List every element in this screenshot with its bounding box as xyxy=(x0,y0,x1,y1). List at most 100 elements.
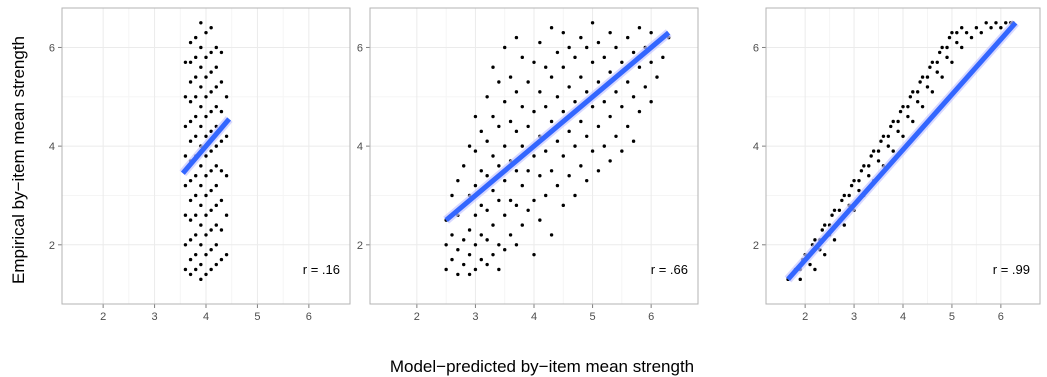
data-point xyxy=(945,55,949,60)
data-point xyxy=(573,55,577,60)
data-point xyxy=(832,238,837,242)
data-point xyxy=(631,95,636,99)
x-tick-label: 3 xyxy=(851,311,857,323)
data-point xyxy=(503,144,507,148)
data-point xyxy=(219,109,224,114)
data-point xyxy=(188,80,193,84)
data-point xyxy=(920,104,925,109)
x-tick-label: 3 xyxy=(152,311,158,323)
data-point xyxy=(209,248,213,252)
data-point xyxy=(979,30,983,35)
data-point xyxy=(585,90,589,94)
data-point xyxy=(514,129,519,134)
data-point xyxy=(183,183,188,188)
data-point xyxy=(188,119,193,124)
data-point xyxy=(935,70,939,74)
data-point xyxy=(561,154,565,158)
y-tick-label: 2 xyxy=(357,240,363,252)
data-point xyxy=(520,55,524,60)
data-point xyxy=(561,30,565,35)
data-point xyxy=(596,80,601,84)
data-point xyxy=(526,124,530,129)
data-point xyxy=(479,233,483,237)
data-point xyxy=(188,60,193,64)
data-point xyxy=(842,223,846,227)
data-point xyxy=(219,169,224,173)
data-point xyxy=(473,243,478,247)
data-point xyxy=(915,100,920,104)
data-point xyxy=(567,85,571,89)
data-point xyxy=(224,174,229,178)
data-point xyxy=(194,134,198,138)
data-point xyxy=(209,169,213,173)
x-tick-label: 5 xyxy=(254,311,260,323)
data-point xyxy=(920,75,925,79)
data-point xyxy=(532,109,536,114)
data-point xyxy=(928,65,932,69)
data-point xyxy=(643,85,647,89)
data-point xyxy=(514,243,519,247)
data-point xyxy=(194,35,198,40)
data-point xyxy=(508,233,513,237)
data-point xyxy=(947,35,952,40)
data-point xyxy=(532,252,536,257)
data-point xyxy=(214,203,218,208)
data-point xyxy=(219,257,224,262)
data-point xyxy=(626,35,630,40)
data-point xyxy=(214,144,218,148)
data-point xyxy=(214,164,218,168)
data-point xyxy=(585,45,589,50)
data-point xyxy=(608,159,612,163)
data-point xyxy=(209,70,213,74)
x-tick-label: 2 xyxy=(100,311,106,323)
data-point xyxy=(857,178,861,183)
data-point xyxy=(538,218,542,222)
data-point xyxy=(573,193,577,198)
data-point xyxy=(930,90,935,94)
data-point xyxy=(188,238,193,242)
data-point xyxy=(602,55,606,60)
x-tick-label: 4 xyxy=(203,311,209,323)
data-point xyxy=(842,193,846,198)
fit-line xyxy=(786,21,1018,281)
data-point xyxy=(209,188,213,193)
data-point xyxy=(915,90,920,94)
data-point xyxy=(199,223,203,227)
x-tick-label: 6 xyxy=(648,311,654,323)
data-point xyxy=(930,60,935,64)
data-point xyxy=(514,35,519,40)
data-point xyxy=(876,149,881,153)
data-point xyxy=(503,100,507,104)
data-point xyxy=(579,119,583,124)
data-point xyxy=(526,169,530,173)
data-point xyxy=(194,233,198,237)
data-point xyxy=(881,134,886,138)
data-point xyxy=(602,144,606,148)
data-point xyxy=(847,193,851,198)
x-tick-label: 5 xyxy=(590,311,596,323)
data-point xyxy=(444,243,448,247)
data-point xyxy=(955,40,959,45)
data-point xyxy=(497,80,501,84)
data-point xyxy=(194,75,198,79)
x-axis-title: Model−predicted by−item mean strength xyxy=(390,357,694,376)
data-point xyxy=(549,75,554,79)
data-point xyxy=(194,213,198,217)
data-point xyxy=(479,257,483,262)
data-point xyxy=(224,252,229,257)
data-point xyxy=(561,203,565,208)
data-point xyxy=(867,164,871,168)
data-point xyxy=(849,183,854,188)
data-point xyxy=(473,213,478,217)
x-tick-label: 6 xyxy=(306,311,312,323)
data-point xyxy=(497,267,501,272)
data-point xyxy=(940,45,944,50)
data-point xyxy=(840,198,844,203)
data-point xyxy=(183,154,188,158)
data-point xyxy=(491,154,495,158)
data-point xyxy=(549,26,554,30)
data-point xyxy=(194,55,198,60)
data-point xyxy=(813,267,817,272)
data-point xyxy=(549,119,554,124)
data-point xyxy=(194,95,198,99)
